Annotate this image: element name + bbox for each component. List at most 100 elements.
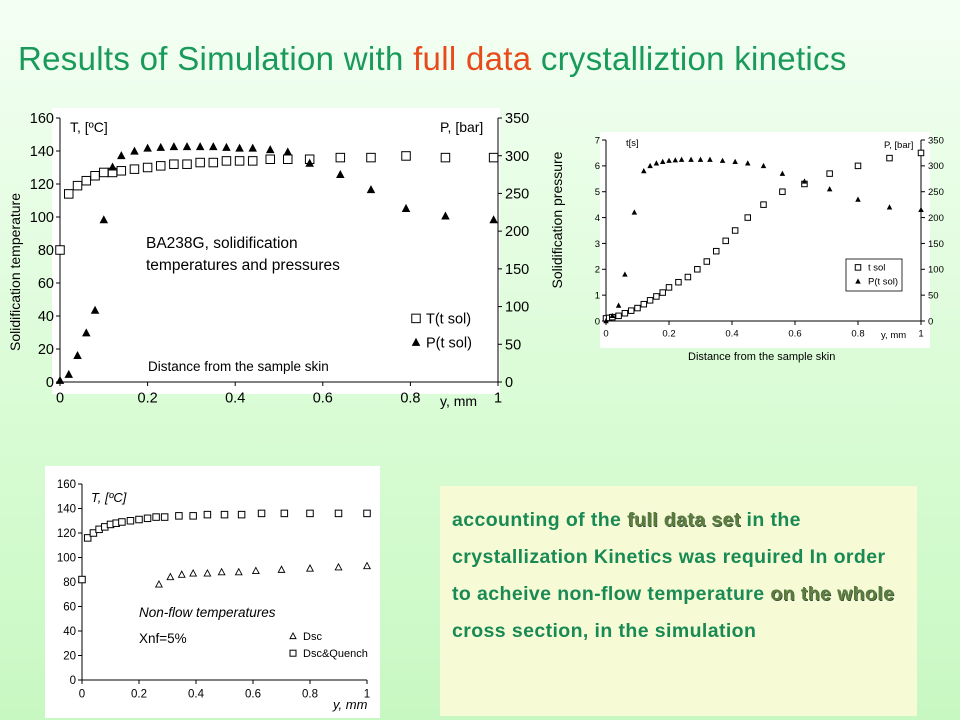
data-point [401,203,411,212]
data-point [169,159,179,169]
legend-box [281,626,377,660]
data-point [306,564,314,572]
y-tick-label-right: 300 [928,161,944,172]
data-point [334,509,343,518]
legend-label: Dsc&Quench [303,648,368,660]
x-tick-label: 0.8 [400,391,420,407]
data-point [237,510,246,519]
data-point [143,143,152,152]
x-tick-label: 0.4 [725,329,738,340]
y-unit-label-left: t[s] [626,138,639,149]
chart-solidification-temperature-pressure: 0 0.2 0.4 0.6 0.8 102040608010012014016005010… [7,108,565,409]
y-tick-label-right: 100 [928,265,944,276]
data-point [175,512,183,520]
data-point [195,157,205,168]
data-point [621,309,629,317]
y-tick-label-right: 350 [505,111,529,127]
y-tick-label-left: 120 [30,177,54,193]
x-tick-label: 0 [79,689,85,701]
data-point [647,162,653,169]
data-point [195,142,205,151]
y-tick-label-left: 0 [46,375,54,391]
data-point [251,566,260,575]
data-point [78,575,86,584]
data-point [155,161,166,171]
data-point [641,168,647,174]
data-point [189,568,198,577]
data-point [217,567,226,576]
y-unit-label-left: T, [ºC] [91,490,127,505]
data-point [615,302,622,308]
data-point [129,164,140,174]
x-tick-label: 0.8 [851,329,864,340]
title-accent: full data [413,40,532,77]
y-tick-label-right: 150 [505,262,529,278]
data-point [152,513,160,521]
data-point [684,273,692,281]
chart-non-flow-temperatures: 0 0.2 0.4 0.6 0.8 1 0 20 40 60 80 100 120 140 160 T, [º… [45,466,380,718]
data-point [203,568,212,577]
annotation-line-1: Non-flow temperatures [139,605,276,620]
data-point [156,142,165,151]
data-point [653,293,660,300]
data-point [335,152,346,163]
y-tick-label-left: 20 [63,651,76,663]
legend-label: P(t sol) [426,335,472,351]
data-point [666,157,672,163]
data-point [703,258,711,265]
x-tick-label: 0.4 [188,689,205,701]
y-tick-label-left: 60 [38,276,54,292]
data-point [603,318,609,324]
y-axis-title-right: Solidification pressure [549,151,565,288]
data-point [64,189,74,199]
data-point [265,145,275,154]
data-point [826,170,833,177]
y-tick-label-left: 160 [57,479,76,491]
data-point [366,152,376,163]
x-tick-label: 0.4 [225,391,245,407]
highlight-full-data-set: full data set [627,509,741,531]
data-point [401,151,411,161]
data-point [99,167,109,178]
x-tick-label: 1 [494,391,502,407]
data-point [108,162,117,171]
data-point [615,312,622,320]
data-point [366,185,376,194]
data-point [81,175,92,186]
y-tick-label-left: 40 [38,309,54,325]
data-point [918,206,924,213]
data-point [489,215,498,224]
y-tick-label-right: 300 [505,149,529,165]
data-point [672,157,679,163]
data-point [622,271,628,277]
y-tick-label-left: 140 [57,504,76,516]
data-point [697,156,704,162]
data-point [283,154,293,164]
annotation-line-1: BA238G, solidification [146,235,298,252]
data-point [440,152,451,163]
y-tick-label-left: 160 [30,111,54,127]
title-part1: Results of Simulation with [18,40,414,77]
data-point [209,142,218,151]
y-tick-label-right: 0 [928,316,933,327]
x-tick-label: 1 [918,329,923,340]
y-tick-label-left: 20 [38,342,54,358]
data-point [280,509,289,518]
data-point [234,567,243,576]
y-tick-label-right: 100 [505,300,529,316]
annotation-line-2: temperatures and pressures [146,257,340,274]
y-axis-title-left: Solidification time [613,151,625,237]
legend-label: P(t sol) [868,277,898,288]
y-tick-label-right: 350 [928,135,944,146]
x-unit-label: y, mm [881,330,906,341]
legend-marker [855,278,861,284]
y-tick-label-left: 40 [63,626,76,638]
y-tick-label-left: 2 [595,265,600,276]
y-tick-label-left: 1 [595,290,600,301]
legend-marker [411,313,421,324]
data-point [182,142,192,151]
data-point [154,579,163,588]
data-point [760,162,767,169]
data-point [826,186,833,192]
y-tick-label-right: 0 [505,375,513,391]
